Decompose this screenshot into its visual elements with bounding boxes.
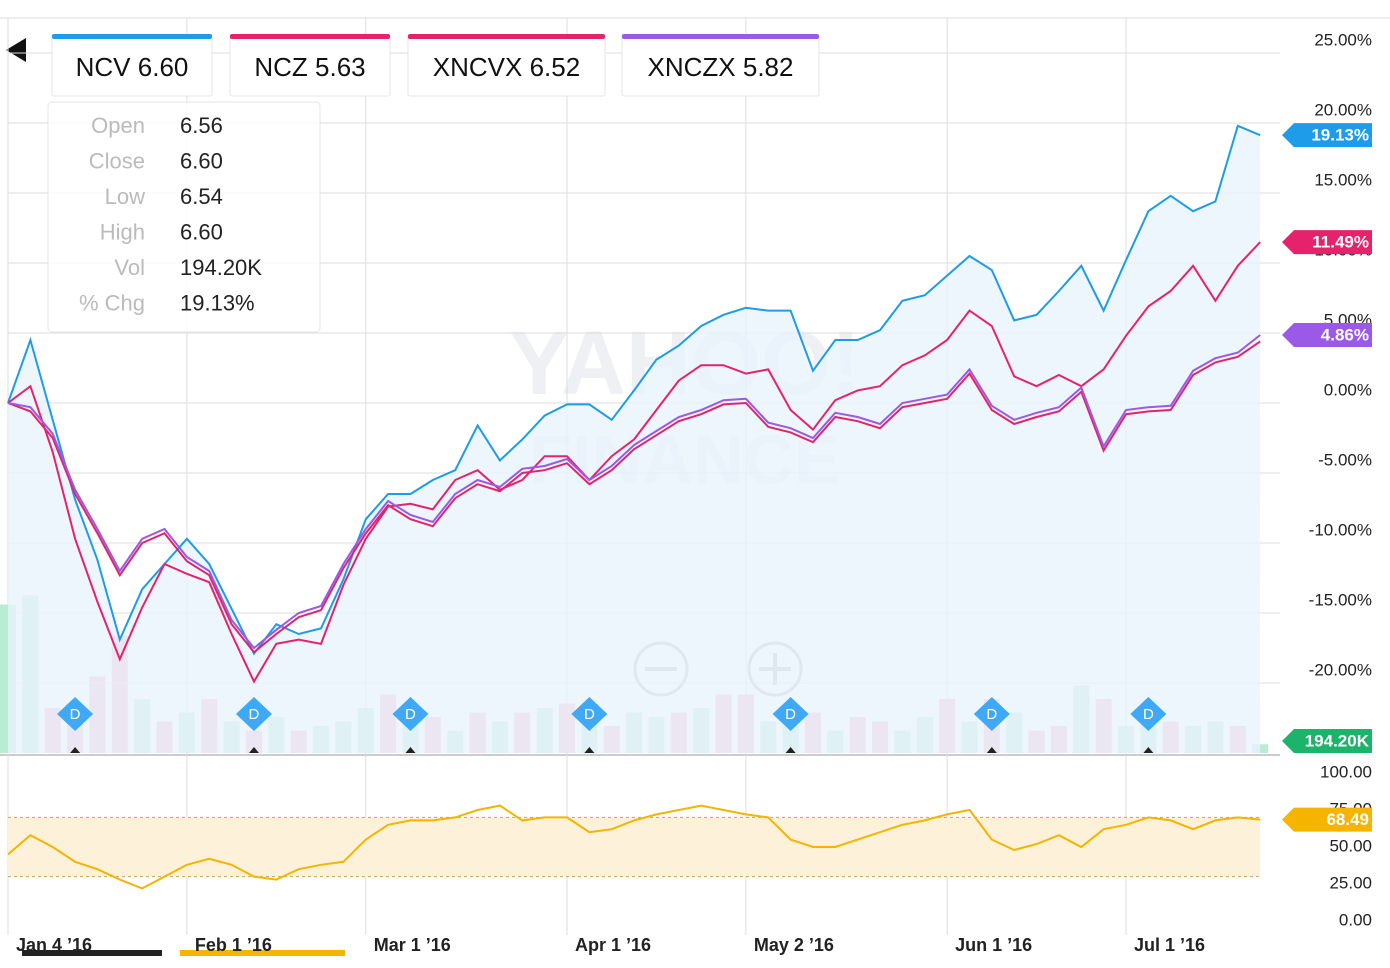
dividend-label: D — [785, 706, 796, 723]
x-tick-label: Jan 4 ’16 — [16, 935, 92, 955]
legend-color — [622, 34, 819, 39]
dividend-marker — [772, 697, 809, 731]
line — [7, 340, 1261, 654]
dividend-label: D — [405, 706, 416, 723]
legend-name: NCV — [76, 52, 132, 82]
legend-name: XNCVX — [433, 52, 523, 82]
y-tick-label: -5.00% — [1318, 450, 1372, 469]
y-tick-label: 0.00% — [1324, 380, 1372, 399]
y-tick-label: 100.00 — [1320, 762, 1372, 781]
back-arrow[interactable] — [6, 38, 26, 62]
dividend-marker — [1130, 697, 1167, 731]
info-label: Close — [89, 148, 145, 173]
legend-price: 5.63 — [315, 52, 366, 82]
dividend-tick — [70, 747, 81, 753]
legend-color — [52, 34, 212, 39]
value-tag-label: 11.49% — [1312, 233, 1369, 252]
info-value: 6.60 — [180, 219, 223, 244]
legend-name: XNCZX — [648, 52, 736, 82]
y-tick-label: -20.00% — [1309, 660, 1372, 679]
value-tag — [1282, 729, 1372, 753]
value-tag — [1282, 322, 1372, 347]
legend-item[interactable]: NCV 6.60 — [51, 34, 213, 97]
legend-color — [408, 34, 605, 39]
dividend-tick — [405, 747, 416, 753]
info-value: 6.60 — [180, 148, 223, 173]
info-value: 6.54 — [180, 184, 223, 209]
x-tick-label: Apr 1 ’16 — [575, 935, 651, 955]
value-tag-label: 19.13% — [1311, 126, 1369, 145]
value-tag — [1282, 807, 1372, 832]
x-tick-label: Mar 1 ’16 — [374, 935, 451, 955]
tab[interactable] — [180, 950, 345, 956]
tab[interactable] — [22, 950, 162, 956]
x-tick-label: Jun 1 ’16 — [955, 935, 1032, 955]
y-tick-label: -10.00% — [1309, 520, 1372, 539]
x-tick-label: Jul 1 ’16 — [1134, 935, 1205, 955]
value-tag-label: 4.86% — [1321, 325, 1369, 344]
legend-price: 5.82 — [743, 52, 794, 82]
legend-price: 6.60 — [138, 52, 189, 82]
legend-label: XNCZX 5.82 — [648, 52, 794, 82]
x-tick-label: May 2 ’16 — [754, 935, 834, 955]
value-tag — [1282, 123, 1372, 148]
info-label: Vol — [114, 255, 145, 280]
y-tick-label: -15.00% — [1309, 590, 1372, 609]
legend-label: NCV 6.60 — [76, 52, 189, 82]
line — [7, 804, 1261, 890]
legend-item[interactable]: XNCVX 6.52 — [407, 34, 606, 97]
legend-price: 6.52 — [530, 52, 581, 82]
y-tick-label: 25.00% — [1314, 30, 1372, 49]
info-value: 19.13% — [180, 290, 255, 315]
info-label: Open — [91, 113, 145, 138]
info-value: 194.20K — [180, 255, 262, 280]
dividend-marker — [571, 697, 608, 731]
info-label: % Chg — [79, 290, 145, 315]
line — [7, 124, 1261, 656]
dividend-label: D — [584, 706, 595, 723]
dividend-tick — [584, 747, 595, 753]
dividend-marker — [392, 697, 429, 731]
dividend-tick — [1143, 747, 1154, 753]
y-tick-label: 0.00 — [1339, 910, 1372, 929]
info-box — [47, 101, 321, 333]
info-value: 6.56 — [180, 113, 223, 138]
y-tick-label: 15.00% — [1314, 170, 1372, 189]
info-label: High — [100, 219, 145, 244]
dividend-label: D — [249, 706, 260, 723]
dividend-marker — [57, 697, 94, 731]
legend-label: XNCVX 6.52 — [433, 52, 580, 82]
dividend-tick — [785, 747, 796, 753]
dividend-label: D — [986, 706, 997, 723]
info-label: Low — [105, 184, 145, 209]
value-tag-label: 194.20K — [1305, 731, 1370, 750]
dividend-tick — [986, 747, 997, 753]
legend-item[interactable]: XNCZX 5.82 — [621, 34, 820, 97]
band — [8, 817, 1260, 877]
x-tick-label: Feb 1 ’16 — [195, 935, 272, 955]
dividend-tick — [248, 747, 259, 753]
legend-label: NCZ 5.63 — [254, 52, 365, 82]
y-tick-label: 25.00 — [1329, 873, 1372, 892]
value-tag-label: 68.49 — [1326, 810, 1369, 829]
dividend-marker — [235, 697, 272, 731]
line — [7, 334, 1261, 650]
value-tag — [1282, 230, 1372, 255]
legend-name: NCZ — [254, 52, 308, 82]
legend-color — [230, 34, 390, 39]
dividend-label: D — [70, 706, 81, 723]
legend-item[interactable]: NCZ 5.63 — [229, 34, 391, 97]
line — [7, 241, 1261, 684]
y-tick-label: 50.00 — [1329, 836, 1372, 855]
dividend-label: D — [1143, 706, 1154, 723]
y-tick-label: 20.00% — [1314, 100, 1372, 119]
dividend-marker — [973, 697, 1010, 731]
